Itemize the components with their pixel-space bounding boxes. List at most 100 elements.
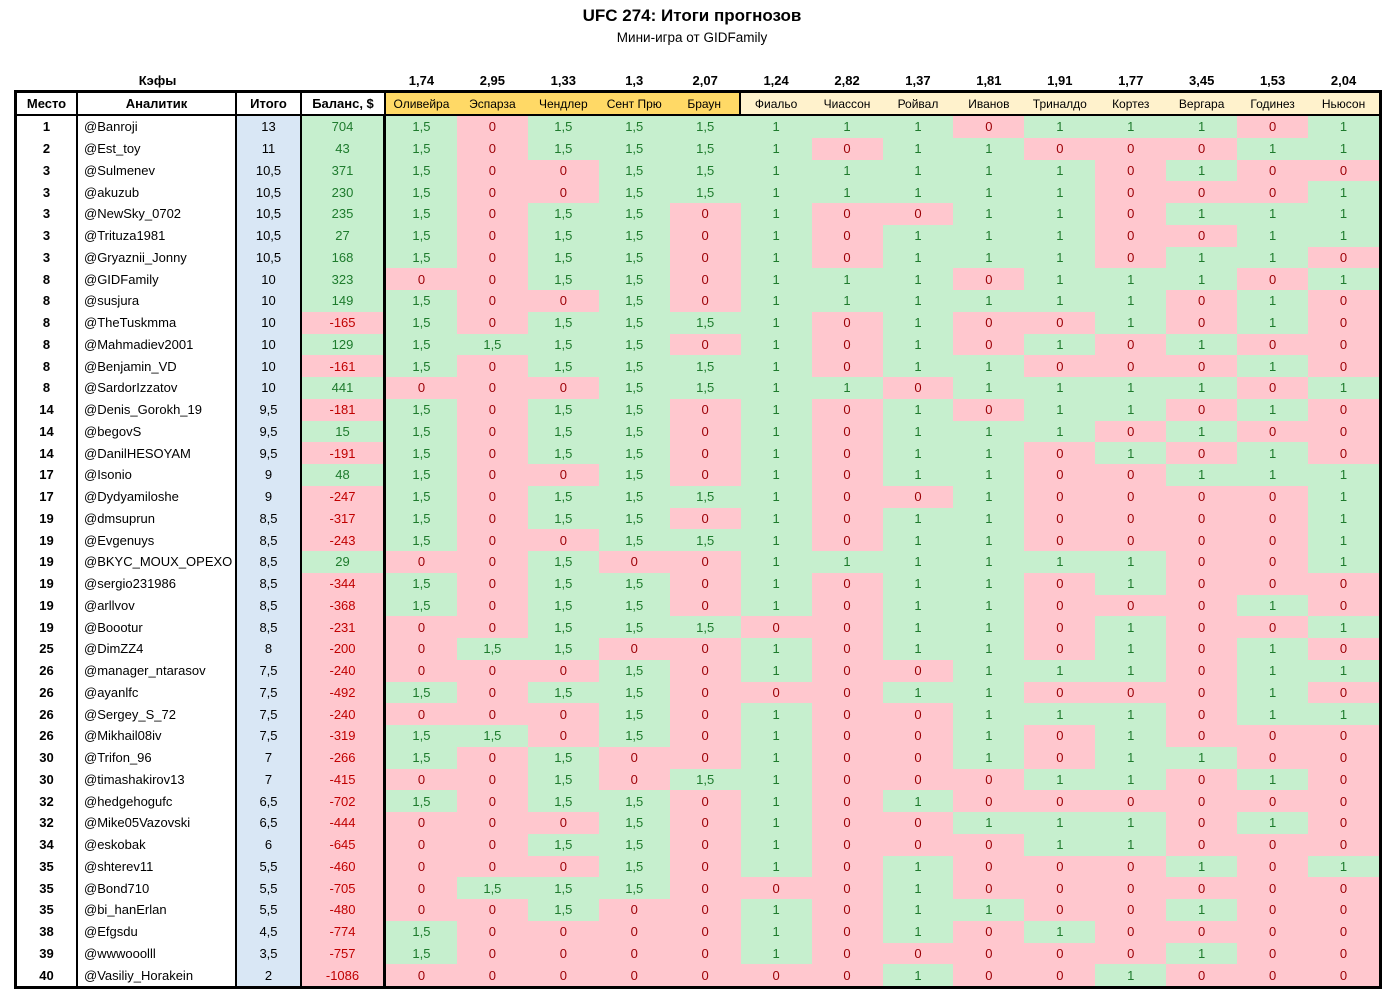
pick-cell[interactable]: 0 <box>456 594 528 617</box>
pick-cell[interactable]: 1,5 <box>386 398 457 421</box>
pick-cell[interactable]: 0 <box>1237 899 1309 921</box>
odds-value-cell[interactable]: 1,53 <box>1259 72 1286 88</box>
total-cell[interactable]: 10 <box>237 290 302 312</box>
odds-value-cell[interactable]: 1,3 <box>625 72 644 88</box>
place-cell[interactable]: 26 <box>17 703 78 725</box>
pick-cell[interactable]: 1,5 <box>598 203 670 225</box>
pick-cell[interactable]: 1,5 <box>386 572 457 595</box>
pick-cell[interactable]: 0 <box>456 703 528 725</box>
pick-cell[interactable]: 1,5 <box>669 529 741 551</box>
pick-cell[interactable]: 1,5 <box>386 311 457 334</box>
pick-cell[interactable]: 0 <box>882 812 954 834</box>
pick-cell[interactable]: 1 <box>740 268 812 290</box>
pick-cell[interactable]: 1,5 <box>527 899 599 921</box>
pick-cell[interactable]: 1,5 <box>386 529 457 551</box>
pick-cell[interactable]: 1 <box>953 529 1025 551</box>
pick-cell[interactable]: 0 <box>1095 681 1167 704</box>
place-cell[interactable]: 3 <box>17 203 78 225</box>
pick-cell[interactable]: 1 <box>1166 855 1238 878</box>
pick-cell[interactable]: 1 <box>1308 203 1379 225</box>
pick-cell[interactable]: 0 <box>598 746 670 769</box>
pick-cell[interactable]: 0 <box>1024 725 1096 747</box>
pick-cell[interactable]: 0 <box>527 812 599 834</box>
pick-cell[interactable]: 0 <box>456 224 528 247</box>
balance-cell[interactable]: -368 <box>302 594 386 617</box>
place-cell[interactable]: 40 <box>17 964 78 986</box>
analyst-cell[interactable]: @Denis_Gorokh_19 <box>78 398 237 421</box>
balance-cell[interactable]: -705 <box>302 877 386 899</box>
pick-cell[interactable]: 1 <box>1237 398 1309 421</box>
pick-cell[interactable]: 1,5 <box>669 355 741 377</box>
pick-cell[interactable]: 0 <box>456 790 528 812</box>
pick-cell[interactable]: 1 <box>953 659 1025 682</box>
pick-cell[interactable]: 1,5 <box>598 812 670 834</box>
pick-cell[interactable]: 0 <box>669 246 741 269</box>
pick-cell[interactable]: 1 <box>740 746 812 769</box>
pick-cell[interactable]: 0 <box>386 551 457 573</box>
pick-cell[interactable]: 0 <box>456 311 528 334</box>
pick-cell[interactable]: 0 <box>386 703 457 725</box>
total-cell[interactable]: 2 <box>237 964 302 986</box>
pick-cell[interactable]: 1,5 <box>456 725 528 747</box>
pick-cell[interactable]: 0 <box>1024 572 1096 595</box>
pick-cell[interactable]: 0 <box>1166 877 1238 899</box>
pick-cell[interactable]: 1 <box>740 224 812 247</box>
pick-cell[interactable]: 1 <box>1095 659 1167 682</box>
pick-cell[interactable]: 1 <box>953 420 1025 443</box>
pick-cell[interactable]: 1 <box>1237 355 1309 377</box>
pick-cell[interactable]: 1 <box>953 290 1025 312</box>
total-cell[interactable]: 13 <box>237 116 302 138</box>
pick-cell[interactable]: 1,5 <box>527 442 599 464</box>
pick-cell[interactable]: 0 <box>527 181 599 203</box>
pick-cell[interactable]: 0 <box>1166 725 1238 747</box>
header-place[interactable]: Место <box>17 93 78 114</box>
pick-cell[interactable]: 0 <box>953 942 1025 965</box>
pick-cell[interactable]: 1,5 <box>598 377 670 399</box>
pick-cell[interactable]: 0 <box>386 877 457 899</box>
place-cell[interactable]: 35 <box>17 855 78 878</box>
pick-cell[interactable]: 0 <box>456 920 528 943</box>
pick-cell[interactable]: 0 <box>386 855 457 878</box>
pick-cell[interactable]: 0 <box>882 942 954 965</box>
total-cell[interactable]: 5,5 <box>237 855 302 878</box>
place-cell[interactable]: 19 <box>17 507 78 530</box>
analyst-cell[interactable]: @Evgenuys <box>78 529 237 551</box>
pick-cell[interactable]: 1 <box>1024 333 1096 356</box>
pick-cell[interactable]: 1,5 <box>598 311 670 334</box>
pick-cell[interactable]: 1 <box>953 203 1025 225</box>
pick-cell[interactable]: 0 <box>1095 420 1167 443</box>
pick-cell[interactable]: 0 <box>811 224 883 247</box>
pick-cell[interactable]: 1 <box>740 333 812 356</box>
pick-cell[interactable]: 0 <box>456 485 528 508</box>
pick-cell[interactable]: 0 <box>1237 268 1309 290</box>
pick-cell[interactable]: 1,5 <box>669 181 741 203</box>
place-cell[interactable]: 14 <box>17 398 78 421</box>
pick-cell[interactable]: 0 <box>1237 116 1309 138</box>
pick-cell[interactable]: 1 <box>882 355 954 377</box>
place-cell[interactable]: 19 <box>17 551 78 573</box>
pick-cell[interactable]: 1 <box>882 290 954 312</box>
pick-cell[interactable]: 1 <box>882 398 954 421</box>
pick-cell[interactable]: 1,5 <box>527 594 599 617</box>
pick-cell[interactable]: 0 <box>1308 790 1379 812</box>
pick-cell[interactable]: 1 <box>882 551 954 573</box>
pick-cell[interactable]: 0 <box>1024 485 1096 508</box>
pick-cell[interactable]: 0 <box>1095 507 1167 530</box>
place-cell[interactable]: 34 <box>17 833 78 856</box>
pick-cell[interactable]: 0 <box>811 877 883 899</box>
total-cell[interactable]: 9 <box>237 464 302 486</box>
pick-cell[interactable]: 1 <box>953 899 1025 921</box>
pick-cell[interactable]: 0 <box>1237 529 1309 551</box>
pick-cell[interactable]: 1 <box>882 529 954 551</box>
pick-cell[interactable]: 1,5 <box>527 746 599 769</box>
analyst-cell[interactable]: @Bond710 <box>78 877 237 899</box>
place-cell[interactable]: 19 <box>17 616 78 638</box>
pick-cell[interactable]: 1 <box>740 377 812 399</box>
total-cell[interactable]: 10 <box>237 268 302 290</box>
analyst-cell[interactable]: @Efgsdu <box>78 920 237 943</box>
odds-value-cell[interactable]: 1,37 <box>905 72 931 88</box>
pick-cell[interactable]: 1 <box>1237 290 1309 312</box>
pick-cell[interactable]: 0 <box>882 485 954 508</box>
pick-cell[interactable]: 1 <box>882 572 954 595</box>
pick-cell[interactable]: 1,5 <box>456 877 528 899</box>
